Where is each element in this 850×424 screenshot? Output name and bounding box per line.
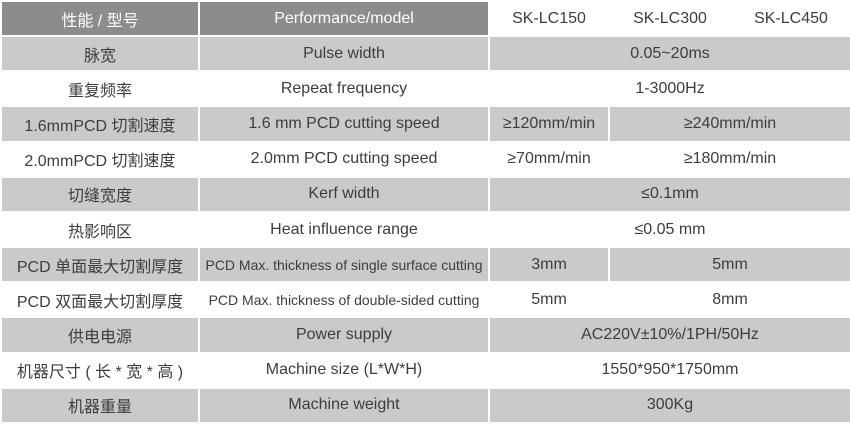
spec-row: 机器尺寸 ( 长 * 宽 * 高 ) Machine size (L*W*H) 15… <box>0 351 850 389</box>
spec-cn: 切缝宽度 <box>0 175 200 213</box>
spec-row: PCD 单面最大切割厚度 PCD Max. thickness of single… <box>0 246 850 284</box>
spec-cn: 机器尺寸 ( 长 * 宽 * 高 ) <box>0 351 200 389</box>
spec-row: 2.0mmPCD 切割速度 2.0mm PCD cutting speed ≥70m… <box>0 140 850 178</box>
spec-cn: 2.0mmPCD 切割速度 <box>0 140 200 178</box>
header-row: 性能 / 型号 Performance/model SK-LC150 SK-LC… <box>0 0 850 38</box>
spec-row: 热影响区 Heat influence range ≤0.05 mm <box>0 210 850 249</box>
spec-value: 1-3000Hz <box>488 70 850 108</box>
spec-row: 切缝宽度 Kerf width ≤0.1mm <box>0 175 850 213</box>
spec-value: 5mm <box>488 281 610 319</box>
spec-row: PCD 双面最大切割厚度 PCD Max. thickness of double… <box>0 281 850 319</box>
spec-value: 300Kg <box>488 386 850 424</box>
spec-row: 1.6mmPCD 切割速度 1.6 mm PCD cutting speed ≥12… <box>0 105 850 143</box>
spec-row: 机器重量 Machine weight 300Kg <box>0 386 850 424</box>
spec-en: 2.0mm PCD cutting speed <box>198 140 490 178</box>
spec-value: ≤0.1mm <box>488 175 850 213</box>
spec-en: Machine weight <box>198 386 490 424</box>
spec-value: 8mm <box>608 281 850 319</box>
spec-cn: 供电电源 <box>0 316 200 354</box>
spec-value: AC220V±10%/1PH/50Hz <box>488 316 850 354</box>
spec-cn: 重复频率 <box>0 70 200 108</box>
spec-row: 供电电源 Power supply AC220V±10%/1PH/50Hz <box>0 316 850 354</box>
spec-value: 0.05~20ms <box>488 35 850 73</box>
spec-en: Repeat frequency <box>198 70 490 108</box>
spec-value: 3mm <box>488 246 610 284</box>
spec-en: Machine size (L*W*H) <box>198 351 490 389</box>
spec-en: Kerf width <box>198 175 490 213</box>
spec-en: Pulse width <box>198 35 490 73</box>
spec-cn: PCD 双面最大切割厚度 <box>0 281 200 319</box>
spec-cn: 脉宽 <box>0 35 200 73</box>
spec-en: PCD Max. thickness of single surface cut… <box>198 246 490 284</box>
spec-row: 脉宽 Pulse width 0.05~20ms <box>0 35 850 73</box>
spec-cn: 1.6mmPCD 切割速度 <box>0 105 200 143</box>
spec-value: ≥180mm/min <box>608 140 850 178</box>
spec-cn: 热影响区 <box>0 210 200 249</box>
spec-value: ≥120mm/min <box>488 105 610 143</box>
spec-en: Power supply <box>198 316 490 354</box>
header-en: Performance/model <box>198 0 490 38</box>
spec-value: ≥70mm/min <box>488 140 610 178</box>
spec-cn: PCD 单面最大切割厚度 <box>0 246 200 284</box>
spec-value: ≥240mm/min <box>608 105 850 143</box>
model-name: SK-LC150 <box>488 0 610 38</box>
model-name: SK-LC300 <box>608 0 732 38</box>
spec-en: PCD Max. thickness of double-sided cutti… <box>198 281 490 319</box>
spec-row: 重复频率 Repeat frequency 1-3000Hz <box>0 70 850 108</box>
spec-cn: 机器重量 <box>0 386 200 424</box>
header-cn: 性能 / 型号 <box>0 0 200 38</box>
spec-value: 5mm <box>608 246 850 284</box>
model-name: SK-LC450 <box>730 0 850 38</box>
spec-en: Heat influence range <box>198 210 490 249</box>
spec-value: ≤0.05 mm <box>488 210 850 249</box>
spec-en: 1.6 mm PCD cutting speed <box>198 105 490 143</box>
spec-value: 1550*950*1750mm <box>488 351 850 389</box>
